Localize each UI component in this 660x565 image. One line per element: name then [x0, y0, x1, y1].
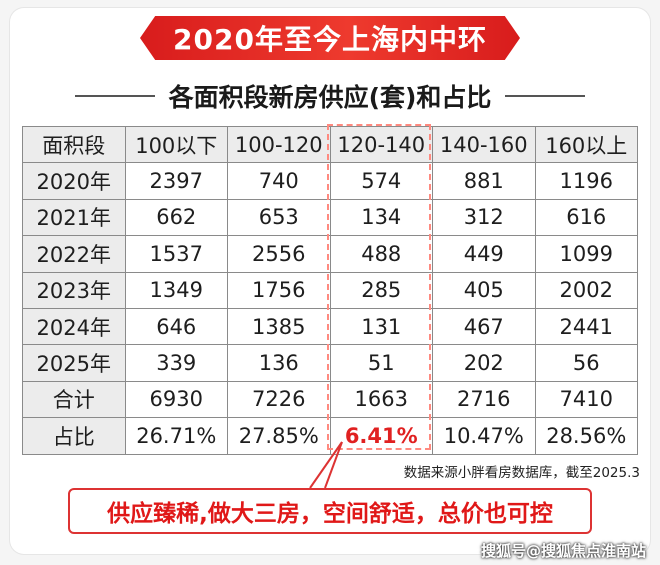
data-cell: 28.56%: [534, 417, 638, 455]
data-cell: 27.85%: [227, 417, 331, 455]
column-header: 100以下: [124, 125, 228, 164]
row-label: 2020年: [22, 162, 126, 200]
callout-box: 供应臻稀,做大三房，空间舒适，总价也可控: [68, 488, 592, 534]
row-label: 2025年: [22, 344, 126, 382]
data-cell: 405: [432, 271, 536, 309]
row-label: 合计: [22, 380, 126, 419]
table-row: 2023年 1349 1756 285 405 2002: [22, 271, 638, 309]
data-cell: 134: [329, 198, 433, 237]
header-corner-cell: 面积段: [22, 125, 126, 164]
row-label: 2021年: [22, 198, 126, 237]
data-cell: 653: [227, 198, 331, 237]
table-header-row: 面积段 100以下 100-120 120-140 140-160 160以上: [22, 125, 638, 164]
data-cell: 26.71%: [124, 417, 228, 455]
data-cell: 1349: [124, 271, 228, 309]
callout-pointer: [309, 441, 343, 489]
data-cell: 7410: [534, 380, 638, 419]
data-cell: 1099: [534, 235, 638, 273]
column-header: 120-140: [329, 125, 433, 164]
data-cell: 56: [534, 344, 638, 382]
watermark: 搜狐号@搜狐焦点淮南站: [480, 542, 646, 560]
data-cell: 1537: [124, 235, 228, 273]
data-cell: 312: [432, 198, 536, 237]
data-cell: 2441: [534, 307, 638, 346]
subtitle-rule-right: [505, 95, 586, 97]
row-label: 2024年: [22, 307, 126, 346]
table-row: 2021年 662 653 134 312 616: [22, 198, 638, 237]
table-row: 2020年 2397 740 574 881 1196: [22, 162, 638, 200]
highlight-value-cell: 6.41%: [329, 417, 433, 455]
banner-title: 2020年至今上海内中环: [140, 16, 520, 60]
data-cell: 10.47%: [432, 417, 536, 455]
data-cell: 467: [432, 307, 536, 346]
column-header: 160以上: [534, 125, 638, 164]
table-row: 2025年 339 136 51 202 56: [22, 344, 638, 382]
column-header: 100-120: [227, 125, 331, 164]
table-row: 2022年 1537 2556 488 449 1099: [22, 235, 638, 273]
data-cell: 1663: [329, 380, 433, 419]
table-row: 占比 26.71% 27.85% 6.41% 10.47% 28.56%: [22, 417, 638, 455]
data-cell: 449: [432, 235, 536, 273]
data-cell: 646: [124, 307, 228, 346]
data-cell: 136: [227, 344, 331, 382]
data-cell: 339: [124, 344, 228, 382]
data-cell: 1196: [534, 162, 638, 200]
chart-subtitle: 各面积段新房供应(套)和占比: [168, 83, 492, 112]
subtitle-rule-left: [74, 95, 155, 97]
data-cell: 2397: [124, 162, 228, 200]
supply-table: 面积段 100以下 100-120 120-140 140-160 160以上 2020年 2…: [22, 125, 638, 455]
data-cell: 131: [329, 307, 433, 346]
source-note: 数据来源小胖看房数据库，截至2025.3: [403, 465, 640, 481]
data-cell: 285: [329, 271, 433, 309]
data-cell: 7226: [227, 380, 331, 419]
data-cell: 616: [534, 198, 638, 237]
data-cell: 2716: [432, 380, 536, 419]
data-cell: 6930: [124, 380, 228, 419]
data-cell: 574: [329, 162, 433, 200]
row-label: 占比: [22, 417, 126, 455]
data-cell: 2556: [227, 235, 331, 273]
column-header: 140-160: [432, 125, 536, 164]
data-cell: 488: [329, 235, 433, 273]
data-cell: 1756: [227, 271, 331, 309]
data-cell: 740: [227, 162, 331, 200]
row-label: 2023年: [22, 271, 126, 309]
table-row: 2024年 646 1385 131 467 2441: [22, 307, 638, 346]
data-cell: 51: [329, 344, 433, 382]
data-cell: 2002: [534, 271, 638, 309]
data-cell: 662: [124, 198, 228, 237]
table-row: 合计 6930 7226 1663 2716 7410: [22, 380, 638, 419]
data-cell: 881: [432, 162, 536, 200]
subtitle-row: 各面积段新房供应(套)和占比: [20, 78, 640, 114]
row-label: 2022年: [22, 235, 126, 273]
data-cell: 1385: [227, 307, 331, 346]
data-cell: 202: [432, 344, 536, 382]
